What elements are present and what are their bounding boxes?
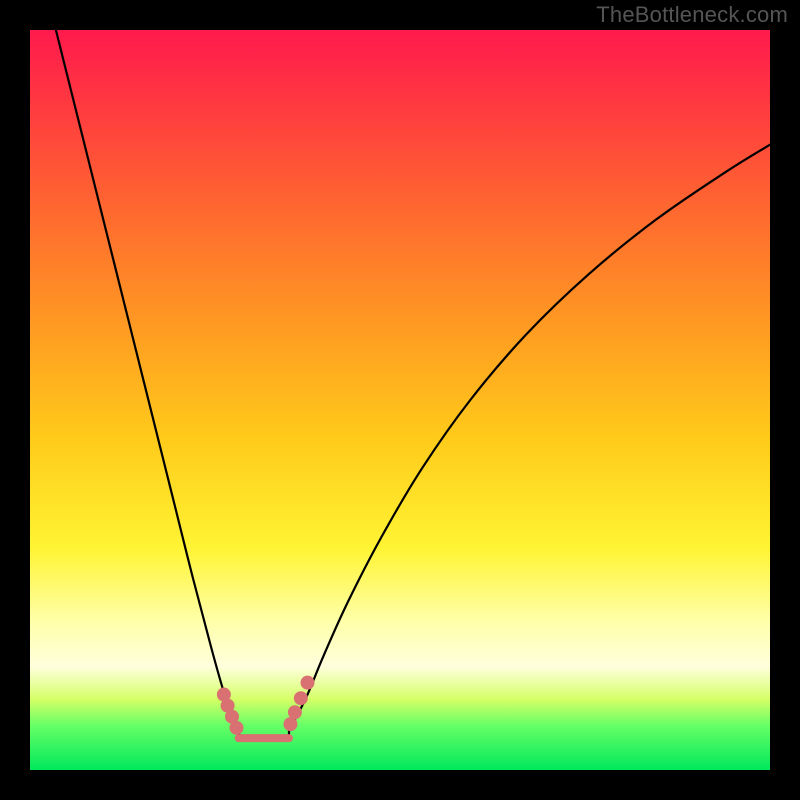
bottleneck-chart-svg — [0, 0, 800, 800]
bead-marker — [301, 676, 315, 690]
gradient-background — [30, 30, 770, 770]
bead-marker — [229, 721, 243, 735]
chart-frame: TheBottleneck.com — [0, 0, 800, 800]
bead-marker — [294, 691, 308, 705]
bead-marker — [288, 705, 302, 719]
watermark-text: TheBottleneck.com — [596, 2, 788, 28]
